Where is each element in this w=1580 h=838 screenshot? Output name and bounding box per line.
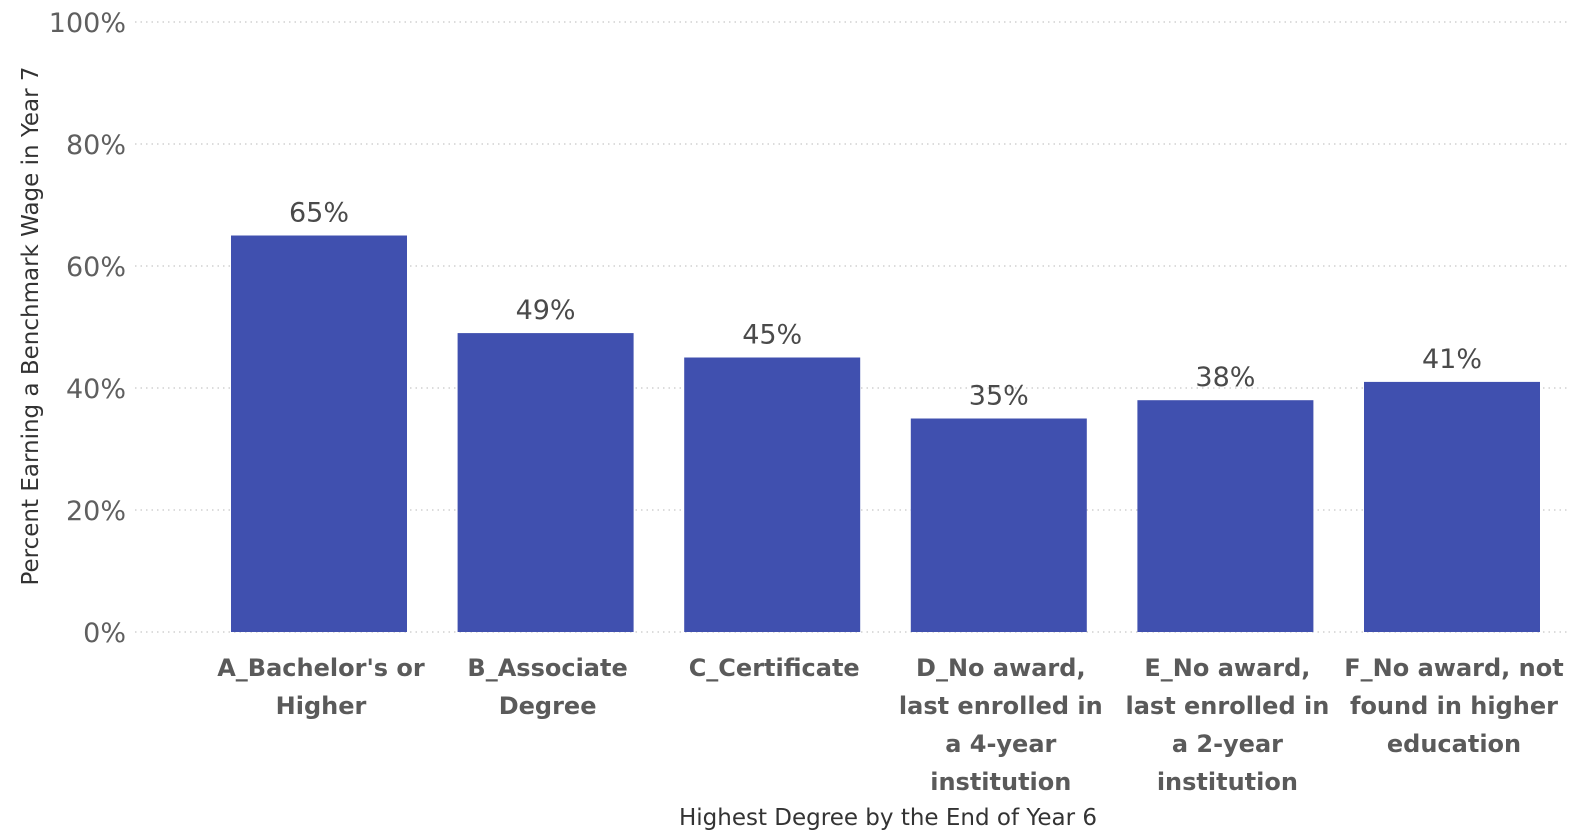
y-tick-label: 100% [49,8,126,39]
x-axis-categories: A_Bachelor's or Higher B_Associate Degree C_… [217,654,1563,796]
bar [1364,381,1540,632]
bar [684,357,861,632]
x-tick-label-line: A_Bachelor's or [217,654,425,682]
x-tick-label-line: last enrolled in [1125,692,1329,720]
data-label: 49% [516,295,576,326]
x-tick-label-line: last enrolled in [899,692,1103,720]
x-tick-label-line: C_Certificate [689,654,860,682]
y-tick-label: 80% [66,130,126,161]
x-tick-label: B_Associate Degree [467,654,627,720]
data-label: 35% [969,381,1029,412]
bar [457,333,634,632]
x-axis-title: Highest Degree by the End of Year 6 [679,805,1097,831]
x-tick-label-line: E_No award, [1144,654,1310,682]
y-tick-label: 60% [66,252,126,283]
x-tick-label-line: Degree [499,692,597,720]
bar [910,418,1087,632]
x-tick-label-line: institution [1157,768,1298,796]
x-tick-label: D_No award, last enrolled in a 4-year insti… [899,654,1103,796]
x-tick-label-line: a 2-year [1172,730,1283,758]
x-tick-label-line: Higher [276,692,367,720]
bar [1137,400,1314,632]
data-label: 65% [289,198,349,229]
x-tick-label-line: F_No award, not [1344,654,1563,682]
y-tick-label: 40% [66,374,126,405]
x-tick-label-line: D_No award, [916,654,1086,682]
data-label: 45% [742,320,802,351]
data-label: 41% [1422,344,1482,375]
data-label: 38% [1195,362,1255,393]
x-tick-label: F_No award, not found in higher education [1344,654,1563,758]
x-tick-label-line: found in higher [1350,692,1558,720]
bar [231,235,407,632]
x-tick-label: E_No award, last enrolled in a 2-year insti… [1125,654,1329,796]
y-tick-label: 20% [66,496,126,527]
y-axis-title: Percent Earning a Benchmark Wage in Year… [18,66,44,585]
bars [231,235,1540,632]
data-labels: 65% 49% 45% 35% 38% 41% [289,198,1482,412]
x-tick-label: C_Certificate [689,654,860,682]
x-tick-label: A_Bachelor's or Higher [217,654,425,720]
x-tick-label-line: B_Associate [467,654,627,682]
x-tick-label-line: education [1387,730,1521,758]
x-tick-label-line: a 4-year [945,730,1056,758]
x-tick-label-line: institution [930,768,1071,796]
y-axis-ticks: 0% 20% 40% 60% 80% 100% [49,8,126,649]
y-tick-label: 0% [83,618,126,649]
